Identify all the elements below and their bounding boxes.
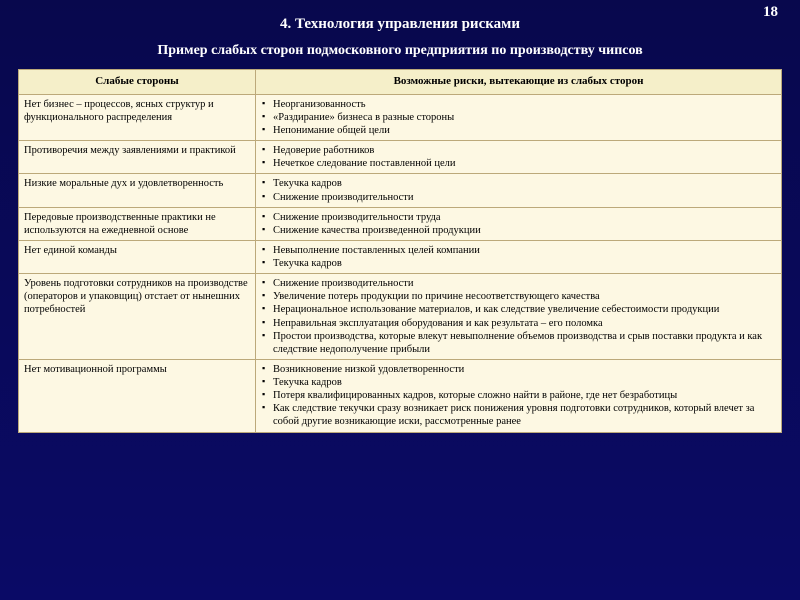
slide-subtitle: Пример слабых сторон подмосковного предп…: [18, 43, 782, 59]
risk-item: Нерациональное использование материалов,…: [273, 303, 776, 316]
weaknesses-table: Слабые стороны Возможные риски, вытекающ…: [18, 69, 782, 433]
risk-item: «Раздирание» бизнеса в разные стороны: [273, 111, 776, 124]
risk-item: Неправильная эксплуатация оборудования и…: [273, 317, 776, 330]
risk-item: Текучка кадров: [273, 376, 776, 389]
risks-cell: Неорганизованность«Раздирание» бизнеса в…: [256, 94, 782, 140]
table-row: Передовые производственные практики не и…: [19, 207, 782, 240]
risk-item: Непонимание общей цели: [273, 124, 776, 137]
risk-item: Текучка кадров: [273, 177, 776, 190]
risk-item: Текучка кадров: [273, 257, 776, 270]
risks-cell: Невыполнение поставленных целей компании…: [256, 240, 782, 273]
table-row: Противоречия между заявлениями и практик…: [19, 141, 782, 174]
table-row: Уровень подготовки сотрудников на произв…: [19, 274, 782, 360]
risk-list: Снижение производительности трудаСнижени…: [261, 211, 776, 237]
risks-cell: Снижение производительностиУвеличение по…: [256, 274, 782, 360]
risk-item: Возникновение низкой удовлетворенности: [273, 363, 776, 376]
risk-list: Снижение производительностиУвеличение по…: [261, 277, 776, 356]
risk-list: Текучка кадровСнижение производительност…: [261, 177, 776, 203]
risk-item: Потеря квалифицированных кадров, которые…: [273, 389, 776, 402]
weakness-cell: Уровень подготовки сотрудников на произв…: [19, 274, 256, 360]
risk-list: Возникновение низкой удовлетворенностиТе…: [261, 363, 776, 429]
weakness-cell: Противоречия между заявлениями и практик…: [19, 141, 256, 174]
risk-item: Снижение производительности: [273, 277, 776, 290]
risk-list: Неорганизованность«Раздирание» бизнеса в…: [261, 98, 776, 137]
table-row: Нет единой командыНевыполнение поставлен…: [19, 240, 782, 273]
weakness-cell: Передовые производственные практики не и…: [19, 207, 256, 240]
weakness-cell: Нет мотивационной программы: [19, 359, 256, 432]
page-number: 18: [763, 4, 778, 21]
risk-item: Снижение производительности: [273, 191, 776, 204]
risk-item: Нечеткое следование поставленной цели: [273, 157, 776, 170]
risk-item: Невыполнение поставленных целей компании: [273, 244, 776, 257]
risk-item: Как следствие текучки сразу возникает ри…: [273, 402, 776, 428]
weakness-cell: Нет единой команды: [19, 240, 256, 273]
risk-list: Недоверие работниковНечеткое следование …: [261, 144, 776, 170]
risks-cell: Снижение производительности трудаСнижени…: [256, 207, 782, 240]
risk-item: Снижение качества произведенной продукци…: [273, 224, 776, 237]
risks-cell: Недоверие работниковНечеткое следование …: [256, 141, 782, 174]
col-header-risks: Возможные риски, вытекающие из слабых ст…: [256, 70, 782, 95]
risk-item: Неорганизованность: [273, 98, 776, 111]
table-row: Нет мотивационной программыВозникновение…: [19, 359, 782, 432]
risk-item: Простои производства, которые влекут нев…: [273, 330, 776, 356]
risks-cell: Текучка кадровСнижение производительност…: [256, 174, 782, 207]
weakness-cell: Низкие моральные дух и удовлетворенность: [19, 174, 256, 207]
col-header-weakness: Слабые стороны: [19, 70, 256, 95]
risks-cell: Возникновение низкой удовлетворенностиТе…: [256, 359, 782, 432]
risk-list: Невыполнение поставленных целей компании…: [261, 244, 776, 270]
slide-title: 4. Технология управления рисками: [18, 16, 782, 33]
weakness-cell: Нет бизнес – процессов, ясных структур и…: [19, 94, 256, 140]
table-row: Нет бизнес – процессов, ясных структур и…: [19, 94, 782, 140]
risk-item: Снижение производительности труда: [273, 211, 776, 224]
table-row: Низкие моральные дух и удовлетворенность…: [19, 174, 782, 207]
slide: 18 4. Технология управления рисками Прим…: [0, 0, 800, 600]
risk-item: Увеличение потерь продукции по причине н…: [273, 290, 776, 303]
risk-item: Недоверие работников: [273, 144, 776, 157]
